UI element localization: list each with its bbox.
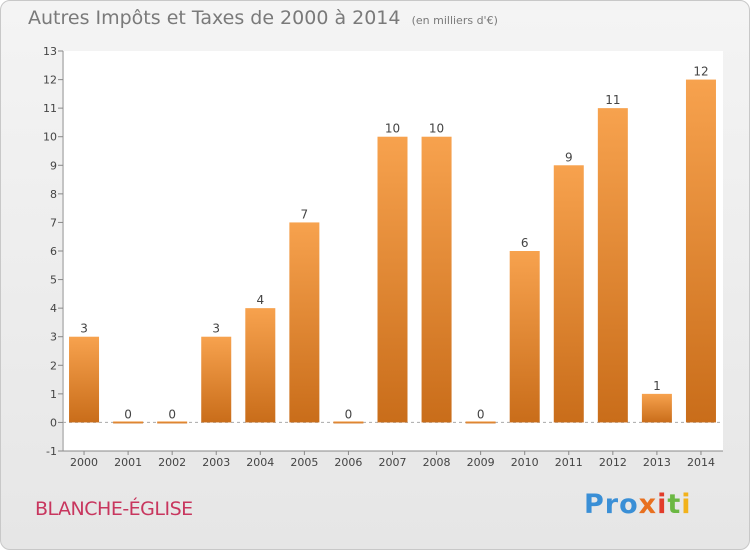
bar xyxy=(113,421,144,424)
logo-part: Pro xyxy=(584,489,639,520)
y-tick-label: 12 xyxy=(43,74,57,87)
logo-part: x xyxy=(638,489,658,520)
data-label: 0 xyxy=(345,407,353,421)
bar xyxy=(421,136,452,423)
y-tick-label: 2 xyxy=(50,359,57,372)
x-tick-label: 2001 xyxy=(114,456,142,469)
bar xyxy=(377,136,408,423)
y-tick-label: 5 xyxy=(50,274,57,287)
x-tick-label: 2014 xyxy=(687,456,715,469)
x-tick-label: 2004 xyxy=(246,456,274,469)
x-tick-label: 2006 xyxy=(334,456,362,469)
chart-title-block: Autres Impôts et Taxes de 2000 à 2014 (e… xyxy=(28,7,498,29)
data-label: 0 xyxy=(124,407,132,421)
y-tick-label: -1 xyxy=(46,445,57,458)
bar xyxy=(509,251,540,423)
logo-part: i xyxy=(657,489,668,520)
data-label: 0 xyxy=(168,407,176,421)
data-label: 11 xyxy=(605,93,620,107)
data-label: 10 xyxy=(385,122,400,136)
chart-title: Autres Impôts et Taxes de 2000 à 2014 xyxy=(28,7,401,29)
bar xyxy=(641,393,672,423)
data-label: 6 xyxy=(521,236,529,250)
y-tick-label: 13 xyxy=(43,45,57,58)
data-label: 1 xyxy=(653,379,661,393)
x-tick-label: 2007 xyxy=(379,456,407,469)
bar xyxy=(597,108,628,423)
y-tick-label: 0 xyxy=(50,416,57,429)
bar xyxy=(333,421,364,424)
bar xyxy=(69,336,100,423)
y-tick-label: 9 xyxy=(50,159,57,172)
bar xyxy=(157,421,188,424)
data-label: 4 xyxy=(256,293,264,307)
chart-subtitle: (en milliers d'€) xyxy=(411,14,498,27)
data-label: 3 xyxy=(212,322,220,336)
bar xyxy=(245,308,276,423)
bar xyxy=(685,79,716,423)
x-tick-label: 2000 xyxy=(70,456,98,469)
x-tick-label: 2003 xyxy=(202,456,230,469)
y-tick-label: 1 xyxy=(50,388,57,401)
y-tick-label: 8 xyxy=(50,188,57,201)
x-tick-label: 2011 xyxy=(555,456,583,469)
town-name: BLANCHE-ÉGLISE xyxy=(35,498,193,520)
data-label: 10 xyxy=(429,122,444,136)
x-tick-label: 2010 xyxy=(511,456,539,469)
x-tick-label: 2012 xyxy=(599,456,627,469)
y-tick-label: 7 xyxy=(50,216,57,229)
x-tick-label: 2009 xyxy=(467,456,495,469)
data-label: 7 xyxy=(301,207,309,221)
data-label: 12 xyxy=(693,65,708,79)
y-tick-label: 4 xyxy=(50,302,57,315)
x-tick-label: 2008 xyxy=(423,456,451,469)
logo-part: t xyxy=(667,489,682,520)
bar xyxy=(465,421,496,424)
y-tick-label: 6 xyxy=(50,245,57,258)
proxiti-logo[interactable]: Proxiti xyxy=(584,489,692,520)
bar xyxy=(553,165,584,423)
y-tick-label: 10 xyxy=(43,131,57,144)
x-tick-label: 2002 xyxy=(158,456,186,469)
data-label: 9 xyxy=(565,150,573,164)
y-tick-label: 11 xyxy=(43,102,57,115)
data-label: 3 xyxy=(80,322,88,336)
x-tick-label: 2013 xyxy=(643,456,671,469)
bar xyxy=(201,336,232,423)
bar xyxy=(289,222,320,423)
data-label: 0 xyxy=(477,407,485,421)
logo-part: i xyxy=(681,489,692,520)
y-tick-label: 3 xyxy=(50,331,57,344)
x-tick-label: 2005 xyxy=(290,456,318,469)
